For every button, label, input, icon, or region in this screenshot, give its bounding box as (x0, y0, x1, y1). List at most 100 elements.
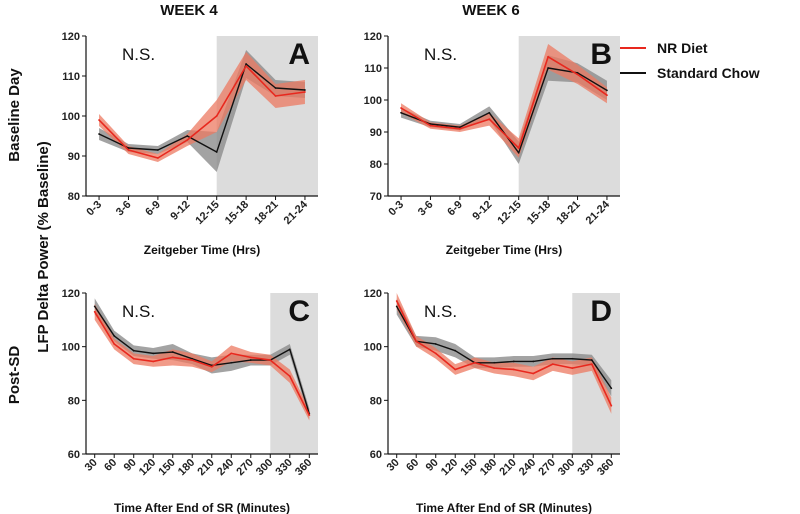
ns-annotation: N.S. (122, 45, 155, 64)
panel-a: 80 90 100 110 120 0-3 3-6 6-9 9-12 12-15 15-18 18-2… (62, 31, 318, 257)
nr-diet-sem-band (396, 293, 612, 414)
standard-chow-point (132, 349, 135, 352)
nr-diet-sem-band (99, 52, 305, 162)
x-axis-title: Time After End of SR (Minutes) (114, 501, 290, 514)
nr-diet-point (415, 340, 418, 343)
x-tick-label: 300 (254, 457, 275, 478)
x-axis-title: Zeitgeber Time (Hrs) (446, 243, 562, 257)
panel-letter: D (590, 295, 612, 328)
nr-diet-point (547, 55, 550, 58)
y-tick-label: 100 (62, 342, 80, 354)
standard-chow-point (152, 352, 155, 355)
nr-diet-point (454, 368, 457, 371)
x-tick-label: 330 (575, 457, 596, 478)
standard-chow-point (171, 351, 174, 353)
y-tick-label: 60 (370, 449, 382, 461)
standard-chow-point (93, 305, 96, 308)
standard-chow-point (532, 360, 535, 363)
x-tick-label: 360 (595, 457, 616, 478)
standard-chow-point (517, 151, 520, 154)
standard-chow-line (396, 306, 612, 389)
standard-chow-point (512, 360, 515, 363)
standard-chow-line (94, 306, 310, 414)
x-tick-label: 180 (478, 457, 499, 478)
y-tick-label: 90 (68, 151, 80, 163)
x-tick-label: 150 (156, 457, 177, 478)
nr-diet-point (245, 65, 248, 67)
nr-diet-point (308, 414, 311, 416)
panel-letter: C (288, 295, 310, 328)
column-title-week6: WEEK 6 (462, 2, 520, 19)
nr-diet-point (304, 91, 306, 93)
x-tick-label: 90 (424, 457, 441, 474)
x-tick-label: 90 (122, 457, 139, 474)
nr-diet-point (434, 352, 437, 355)
x-tick-label: 21-24 (584, 198, 613, 227)
nr-diet-point (249, 356, 252, 359)
standard-chow-point (400, 111, 402, 114)
nr-diet-point (274, 95, 277, 97)
nr-diet-point (532, 372, 535, 375)
x-axis-title: Time After End of SR (Minutes) (416, 501, 592, 514)
nr-diet-point (458, 127, 461, 130)
x-tick-label: 9-12 (470, 199, 494, 223)
standard-chow-point (215, 151, 218, 153)
nr-diet-point (113, 343, 116, 345)
y-tick-label: 110 (364, 63, 382, 75)
nr-diet-point (517, 147, 520, 149)
x-tick-label: 210 (195, 457, 216, 478)
nr-diet-sem-band (401, 44, 607, 158)
x-tick-label: 240 (517, 457, 538, 478)
y-axis-title: LFP Delta Power (% Baseline) (35, 141, 52, 352)
nr-diet-point (152, 360, 155, 363)
standard-chow-point (191, 357, 194, 360)
y-tick-label: 80 (68, 191, 80, 203)
standard-chow-point (395, 305, 398, 308)
panel-b: 70 80 90 100 110 120 0-3 3-6 6-9 9-12 12-15 15-18 18… (364, 31, 620, 257)
x-tick-label: 210 (497, 457, 518, 478)
x-tick-label: 12-15 (495, 199, 523, 227)
standard-chow-point (610, 387, 613, 390)
x-axis-title: Zeitgeber Time (Hrs) (144, 243, 260, 257)
standard-chow-point (434, 343, 437, 345)
standard-chow-point (304, 89, 306, 91)
x-tick-label: 180 (176, 457, 197, 478)
y-tick-label: 120 (364, 288, 382, 300)
panel-letter: A (288, 38, 310, 71)
y-tick-label: 80 (370, 395, 382, 407)
x-tick-label: 15-18 (525, 199, 553, 227)
shaded-region (270, 293, 318, 454)
nr-diet-point (171, 356, 174, 359)
y-tick-label: 80 (370, 159, 382, 171)
standard-chow-point (488, 111, 491, 114)
x-tick-label: 9-12 (168, 199, 192, 223)
nr-diet-point (127, 149, 130, 151)
standard-chow-point (606, 89, 608, 92)
x-tick-label: 6-9 (143, 199, 163, 219)
nr-diet-point (156, 157, 159, 159)
nr-diet-point (590, 363, 593, 366)
x-tick-label: 240 (215, 457, 236, 478)
x-tick-label: 300 (556, 457, 577, 478)
x-tick-label: 330 (273, 457, 294, 478)
nr-diet-line (395, 300, 613, 407)
nr-diet-point (191, 359, 194, 361)
x-tick-label: 120 (137, 457, 158, 478)
ns-annotation: N.S. (424, 302, 457, 321)
standard-chow-point (186, 135, 189, 137)
x-tick-label: 18-21 (252, 199, 280, 227)
nr-diet-point (488, 118, 491, 121)
nr-diet-line (98, 65, 306, 159)
x-tick-label: 60 (102, 457, 119, 474)
standard-chow-point (98, 133, 100, 135)
legend-chow-label: Standard Chow (657, 65, 760, 81)
nr-diet-line (94, 311, 311, 416)
nr-diet-point (98, 119, 100, 121)
nr-diet-point (288, 375, 291, 378)
nr-diet-point (493, 367, 496, 370)
nr-diet-point (132, 357, 135, 360)
standard-chow-point (230, 361, 233, 364)
